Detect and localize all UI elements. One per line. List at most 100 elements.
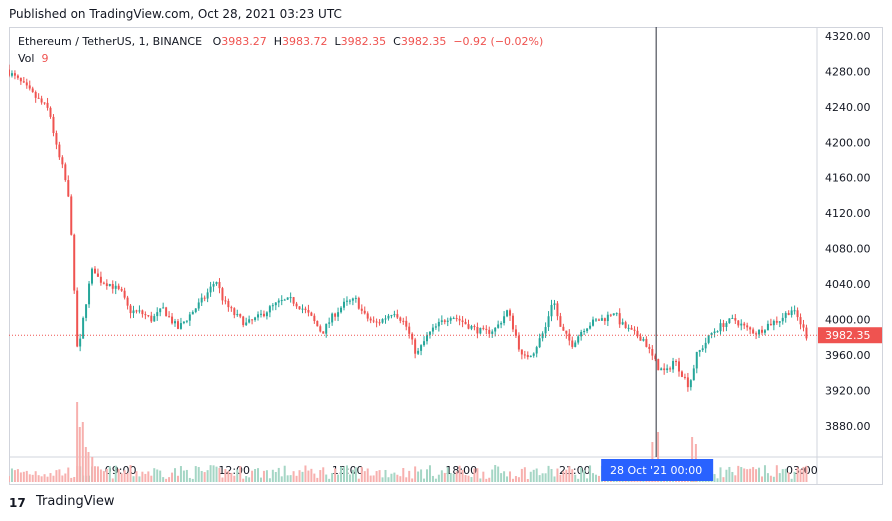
tradingview-logo-icon[interactable]: 17 bbox=[9, 495, 31, 509]
candle-body bbox=[772, 320, 775, 326]
candle-body bbox=[689, 380, 692, 388]
candle-body bbox=[224, 300, 227, 302]
volume-bar bbox=[500, 473, 503, 482]
candle-body bbox=[428, 331, 431, 335]
volume-bar bbox=[10, 468, 13, 482]
candle-body bbox=[500, 323, 503, 325]
logo-text: 17 bbox=[9, 496, 26, 509]
y-tick-label: 4000.00 bbox=[825, 314, 871, 327]
candle-body bbox=[805, 327, 808, 339]
candle-body bbox=[728, 318, 731, 324]
candle-body bbox=[660, 368, 663, 371]
volume-bar bbox=[437, 474, 440, 482]
volume-bar bbox=[265, 470, 268, 482]
candle-body bbox=[185, 320, 188, 322]
candle-body bbox=[197, 302, 200, 309]
candle-body bbox=[108, 284, 111, 287]
candle-body bbox=[289, 297, 292, 299]
volume-bar bbox=[796, 467, 799, 482]
candle-body bbox=[233, 308, 236, 316]
volume-bar bbox=[592, 473, 595, 482]
candle-body bbox=[301, 308, 304, 310]
volume-bar bbox=[440, 470, 443, 482]
volume-bar bbox=[13, 470, 16, 482]
volume-bar bbox=[73, 476, 76, 482]
candle-body bbox=[538, 338, 541, 348]
candle-body bbox=[313, 315, 316, 322]
volume-bar bbox=[562, 471, 565, 482]
volume-bar bbox=[283, 465, 286, 482]
volume-spike bbox=[78, 427, 81, 482]
candle-body bbox=[695, 351, 698, 369]
volume-bar bbox=[787, 472, 790, 482]
volume-bar bbox=[274, 471, 277, 482]
candle-body bbox=[494, 327, 497, 332]
candle-body bbox=[271, 305, 274, 307]
volume-bar bbox=[769, 475, 772, 482]
symbol-label[interactable]: Ethereum / TetherUS, 1, BINANCE bbox=[18, 35, 203, 48]
volume-bar bbox=[497, 466, 500, 482]
candle-body bbox=[535, 347, 538, 354]
volume-spike bbox=[81, 422, 84, 482]
volume-bar bbox=[245, 476, 248, 482]
candle-body bbox=[375, 321, 378, 323]
candle-body bbox=[194, 308, 197, 312]
brand-name[interactable]: TradingView bbox=[36, 494, 115, 509]
candle-body bbox=[577, 336, 580, 343]
volume-bar bbox=[227, 471, 230, 482]
volume-bar bbox=[271, 469, 274, 482]
candle-body bbox=[102, 282, 105, 284]
candle-body bbox=[476, 326, 479, 334]
volume-bar bbox=[313, 473, 316, 482]
candle-body bbox=[85, 304, 88, 318]
volume-bar bbox=[236, 469, 239, 482]
volume-bar bbox=[544, 473, 547, 482]
volume-bar bbox=[746, 469, 749, 482]
volume-bar bbox=[752, 467, 755, 482]
candle-body bbox=[612, 313, 615, 316]
volume-bar bbox=[215, 466, 218, 482]
volume-bar bbox=[108, 466, 111, 482]
volume-bar bbox=[473, 468, 476, 482]
candle-body bbox=[159, 308, 162, 313]
volume-bar bbox=[182, 470, 185, 482]
volume-bar bbox=[212, 465, 215, 482]
volume-bar bbox=[719, 467, 722, 482]
candle-body bbox=[725, 323, 728, 327]
candle-body bbox=[760, 329, 763, 333]
candle-body bbox=[331, 313, 334, 323]
candle-body bbox=[666, 368, 669, 371]
candle-body bbox=[342, 301, 345, 308]
crosshair-time-label: 28 Oct '21 00:00 bbox=[610, 464, 702, 477]
candle-body bbox=[360, 308, 363, 311]
candle-body bbox=[529, 355, 532, 358]
volume-bar bbox=[597, 475, 600, 482]
candle-body bbox=[677, 361, 680, 372]
candle-body bbox=[523, 354, 526, 356]
candle-body bbox=[396, 314, 399, 318]
candle-body bbox=[268, 306, 271, 313]
volume-bar bbox=[434, 478, 437, 482]
candle-body bbox=[514, 329, 517, 336]
candle-body bbox=[88, 283, 91, 305]
volume-bar bbox=[316, 477, 319, 482]
volume-bar bbox=[523, 467, 526, 482]
candle-body bbox=[120, 288, 123, 291]
volume-bar bbox=[120, 473, 123, 482]
volume-bar bbox=[589, 465, 592, 482]
candle-body bbox=[547, 316, 550, 328]
volume-bar bbox=[200, 470, 203, 482]
volume-bar bbox=[31, 474, 34, 482]
candle-body bbox=[150, 315, 153, 322]
volume-bar bbox=[511, 478, 514, 482]
volume-bar bbox=[126, 473, 129, 482]
volume-bar bbox=[758, 467, 761, 482]
volume-bar bbox=[565, 469, 568, 482]
candle-body bbox=[414, 339, 417, 354]
y-tick-label: 4120.00 bbox=[825, 207, 871, 220]
candle-body bbox=[437, 321, 440, 327]
candle-body bbox=[316, 321, 319, 327]
candle-body bbox=[734, 318, 737, 321]
candle-body bbox=[390, 315, 393, 317]
price-chart[interactable]: 4320.00 4280.00 4240.00 4200.00 4160.00 4120.… bbox=[9, 27, 883, 485]
